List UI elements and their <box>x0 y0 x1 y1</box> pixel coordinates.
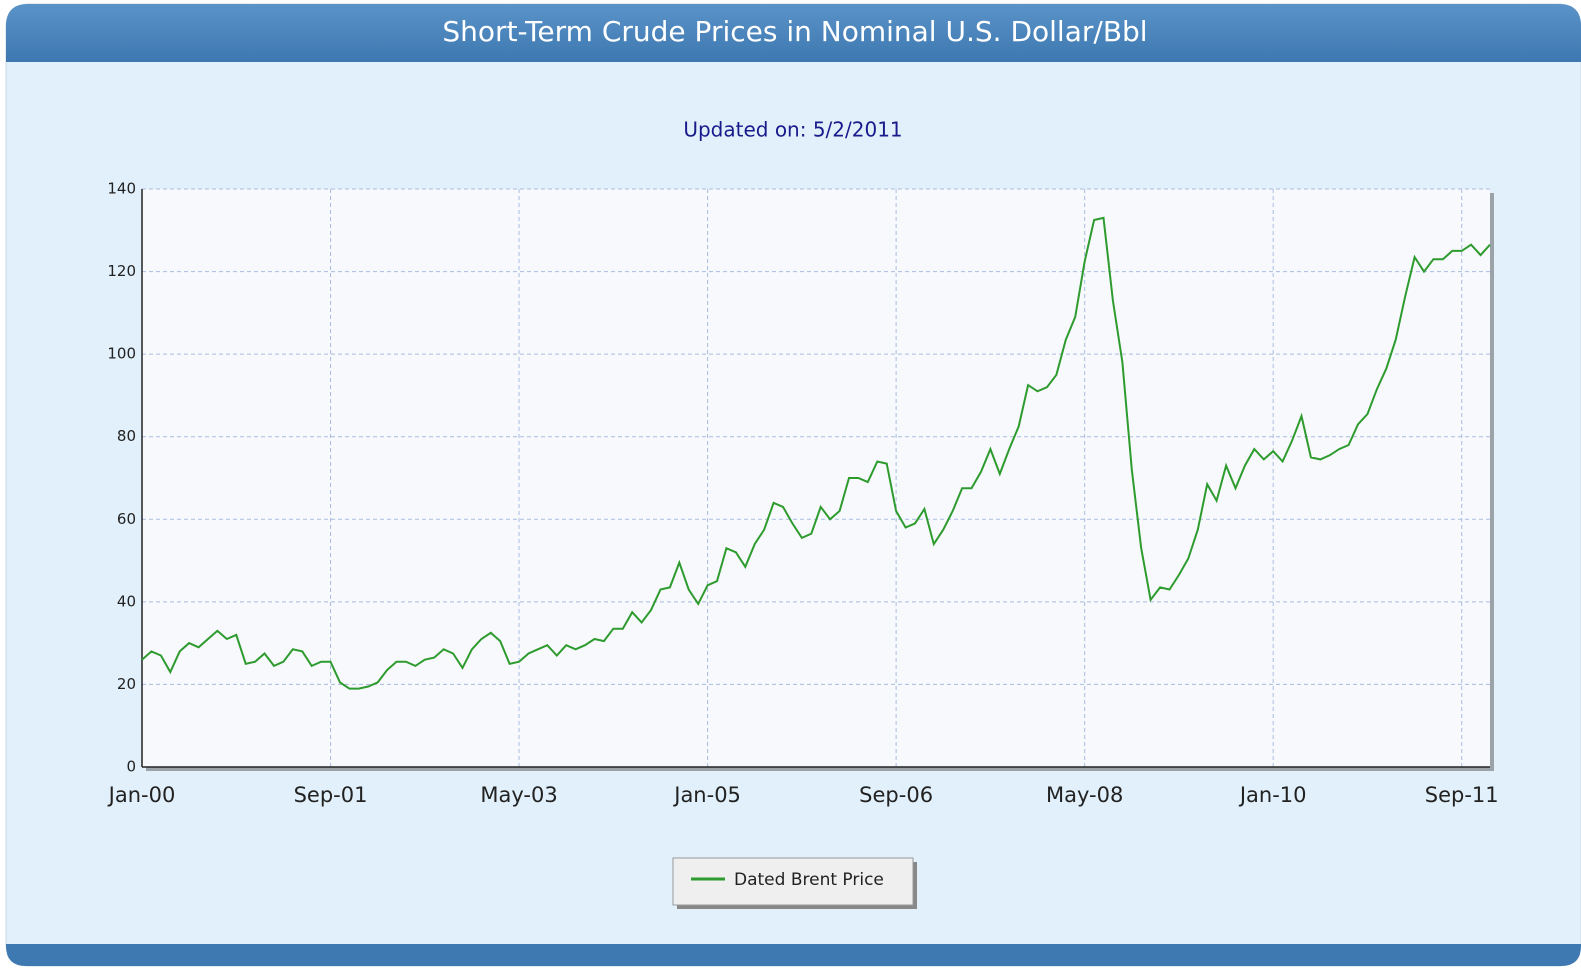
y-tick-label: 140 <box>107 180 136 198</box>
y-tick-label: 100 <box>107 345 136 363</box>
legend-label: Dated Brent Price <box>734 870 884 890</box>
y-tick-label: 20 <box>117 675 136 693</box>
x-tick-label: Sep-06 <box>859 783 933 807</box>
plot-area <box>142 189 1490 767</box>
chart-title: Short-Term Crude Prices in Nominal U.S. … <box>442 15 1147 48</box>
x-tick-label: Sep-11 <box>1425 783 1499 807</box>
y-tick-label: 80 <box>117 427 136 445</box>
footer-bar <box>6 944 1581 966</box>
y-tick-label: 40 <box>117 592 136 610</box>
data-line <box>141 216 1491 690</box>
y-tick-label: 60 <box>117 510 136 528</box>
legend <box>672 857 917 909</box>
header-bar <box>6 4 1581 62</box>
x-tick-label: Jan-10 <box>1238 783 1307 807</box>
x-tick-label: Jan-05 <box>672 783 741 807</box>
y-tick-label: 120 <box>107 262 136 280</box>
y-tick-label: 0 <box>126 758 136 776</box>
x-tick-label: May-08 <box>1046 783 1123 807</box>
chart-subtitle: Updated on: 5/2/2011 <box>683 118 902 142</box>
legend-box <box>672 857 914 906</box>
x-tick-label: Sep-01 <box>294 783 368 807</box>
x-tick-label: May-03 <box>480 783 557 807</box>
x-tick-label: Jan-00 <box>107 783 176 807</box>
